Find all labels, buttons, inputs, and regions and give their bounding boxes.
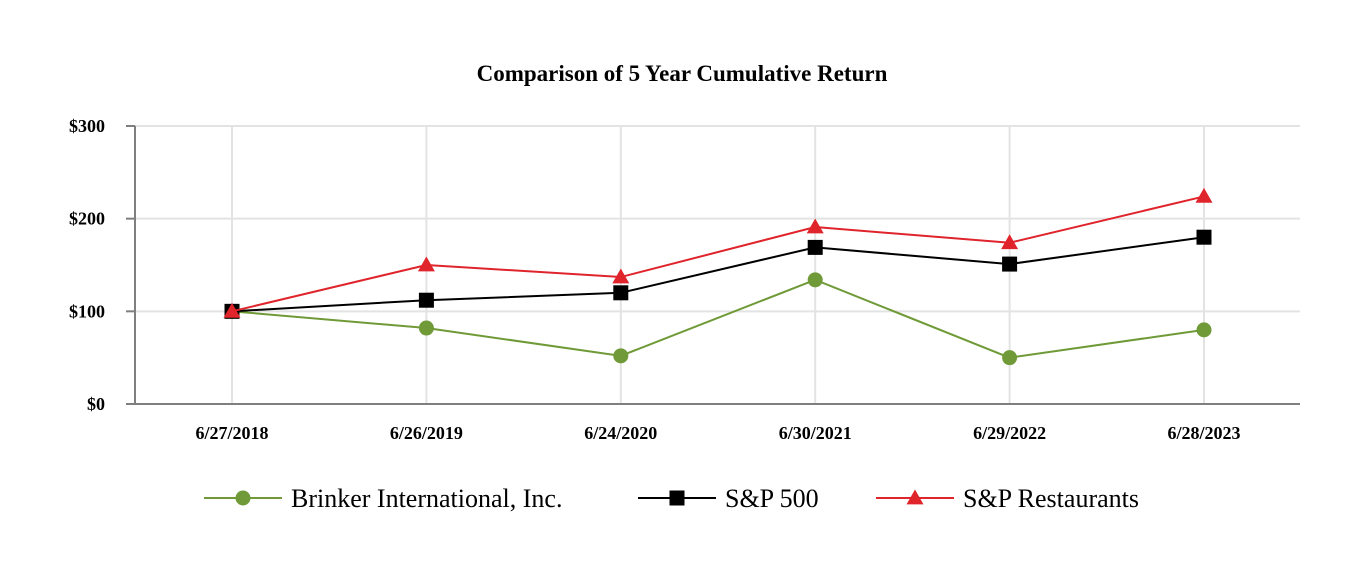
series-1 (224, 272, 1212, 366)
axes (134, 126, 1300, 405)
y-tick-label: $0 (87, 394, 105, 414)
data-point-circle (1196, 322, 1212, 338)
data-point-triangle (1195, 187, 1213, 203)
data-point-circle (1002, 350, 1018, 366)
data-point-square (613, 285, 629, 301)
x-tick-label: 6/30/2021 (779, 423, 852, 443)
series-line (231, 278, 1205, 359)
y-tick-label: $300 (69, 116, 105, 136)
legend-label: S&P Restaurants (963, 484, 1139, 513)
series-group (223, 187, 1213, 366)
legend-item: S&P Restaurants (876, 484, 1139, 513)
data-point-triangle (417, 256, 435, 272)
data-point-square (418, 292, 434, 308)
legend-marker (235, 490, 251, 506)
series-line (231, 236, 1205, 313)
x-axis-ticks: 6/27/2018 6/26/2019 6/24/2020 6/30/2021 6/29… (195, 423, 1240, 443)
data-point-circle (807, 272, 823, 288)
y-axis-ticks: $0 $100 $200 $300 (69, 116, 135, 414)
data-point-square (1196, 229, 1212, 245)
legend-label: Brinker International, Inc. (291, 484, 562, 513)
data-point-triangle (806, 218, 824, 234)
x-tick-label: 6/29/2022 (973, 423, 1046, 443)
x-tick-label: 6/26/2019 (390, 423, 463, 443)
x-tick-label: 6/28/2023 (1167, 423, 1240, 443)
data-point-square (1002, 256, 1018, 272)
data-point-triangle (223, 302, 241, 318)
y-tick-label: $200 (69, 209, 105, 229)
legend-label: S&P 500 (725, 484, 819, 513)
gridlines (135, 125, 1300, 404)
x-tick-label: 6/24/2020 (584, 423, 657, 443)
data-point-square (807, 239, 823, 255)
series-line (231, 195, 1205, 313)
data-point-circle (613, 348, 629, 364)
data-point-triangle (612, 268, 630, 284)
legend-marker (669, 490, 685, 506)
data-point-triangle (1001, 234, 1019, 250)
x-tick-label: 6/27/2018 (195, 423, 268, 443)
y-tick-label: $100 (69, 301, 105, 321)
series-3 (223, 187, 1213, 318)
series-2 (224, 229, 1212, 319)
legend-item: Brinker International, Inc. (204, 484, 562, 513)
chart-title: Comparison of 5 Year Cumulative Return (477, 61, 888, 86)
legend-item: S&P 500 (638, 484, 819, 513)
legend: Brinker International, Inc. S&P 500 S&P Re… (204, 484, 1139, 513)
legend-marker (906, 489, 924, 505)
data-point-circle (418, 320, 434, 336)
